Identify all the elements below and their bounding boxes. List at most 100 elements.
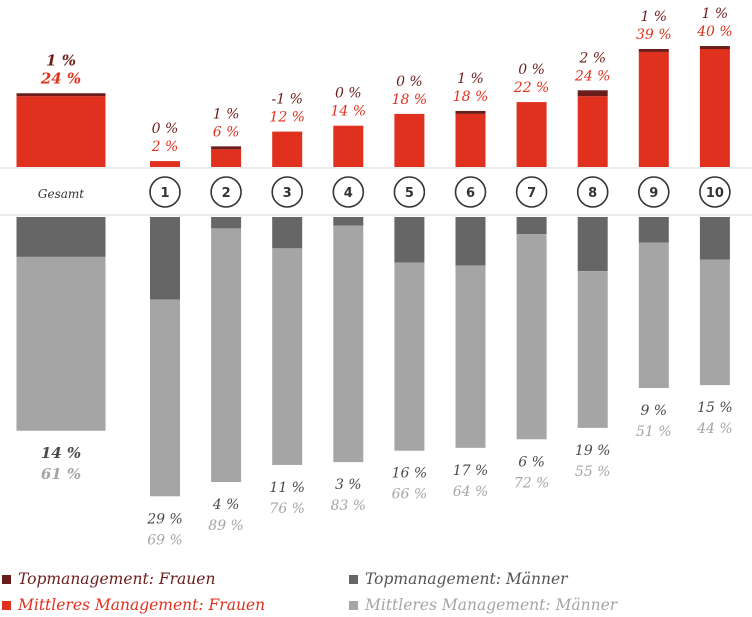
label-middle-men-6: 64 % [453,484,489,500]
label-middle-women-6: 18 % [453,89,489,105]
category-circle-5 [393,176,426,208]
bar-middle-women-3 [272,131,303,167]
bar-top-men-1 [150,217,180,300]
category-label-10: 10 [706,186,724,201]
label-middle-men-9: 51 % [636,424,672,440]
bar-top-women-6 [455,110,486,114]
label-middle-men-7: 72 % [514,475,550,491]
label-top-men-8: 19 % [575,443,611,459]
legend-item-top-women: Topmanagement: Frauen [2,570,215,588]
category-label-8: 8 [588,186,597,201]
category-circle-4 [332,176,365,208]
bar-top-women-9 [638,49,669,52]
category-circle-3 [271,176,304,208]
bar-middle-men-Gesamt [16,256,106,431]
legend-swatch-middle-men [349,600,358,610]
label-middle-women-7: 22 % [513,80,550,96]
bar-middle-women-10 [699,49,730,167]
bar-middle-women-8 [577,96,608,167]
label-middle-women-3: 12 % [269,110,305,126]
bar-middle-women-5 [394,113,425,167]
bar-middle-men-7 [516,234,547,440]
label-middle-men-4: 83 % [331,498,367,514]
bar-top-women-2 [211,146,242,150]
label-middle-men-8: 55 % [575,464,611,480]
label-middle-women-5: 18 % [392,92,428,108]
bar-top-men-6 [455,217,486,266]
label-middle-women-1: 2 % [151,139,179,155]
bar-top-men-Gesamt [16,217,106,257]
label-middle-men-3: 76 % [269,501,305,517]
label-middle-women-2: 6 % [213,124,240,140]
label-middle-women-9: 39 % [636,27,672,43]
label-top-men-1: 29 % [146,511,183,527]
category-circle-8 [576,176,609,208]
bar-middle-men-8 [577,271,608,428]
legend-item-middle-men: Mittleres Management: Männer [349,596,617,614]
bar-top-men-7 [516,217,547,235]
bar-middle-men-6 [455,265,486,448]
label-middle-men-Gesamt: 61 % [41,465,81,483]
label-top-men-10: 15 % [697,400,733,416]
label-top-women-8: 2 % [578,50,606,66]
legend-item-top-men: Topmanagement: Männer [349,570,568,588]
label-middle-women-8: 24 % [574,68,611,84]
bar-middle-men-2 [211,228,242,483]
label-top-men-7: 6 % [518,454,545,470]
bar-middle-men-5 [394,262,425,451]
category-circle-6 [454,176,487,208]
bar-middle-women-6 [455,113,486,167]
label-top-women-4: 0 % [335,86,362,102]
label-top-men-4: 3 % [335,477,362,493]
label-top-women-Gesamt: 1 % [46,51,76,69]
label-middle-men-1: 69 % [147,532,183,548]
bar-middle-men-10 [699,259,730,386]
category-label-2: 2 [222,186,231,201]
legend-swatch-top-men [349,574,358,584]
category-label-7: 7 [527,186,536,201]
label-middle-men-10: 44 % [696,421,733,437]
legend-label-middle-women: Mittleres Management: Frauen [18,596,266,614]
bar-middle-men-1 [150,299,180,497]
legend-swatch-top-women [2,574,11,584]
category-circle-2 [210,176,242,208]
legend-item-middle-women: Mittleres Management: Frauen [2,596,265,614]
label-middle-women-Gesamt: 24 % [40,69,81,87]
legend-label-top-men: Topmanagement: Männer [365,570,568,588]
label-top-women-1: 0 % [152,121,179,137]
category-circle-1 [149,176,181,208]
legend-label-top-women: Topmanagement: Frauen [18,570,216,588]
bar-middle-men-4 [333,225,364,463]
bar-top-men-8 [577,217,608,272]
label-top-men-Gesamt: 14 % [41,444,81,462]
category-circle-10 [699,176,731,208]
category-label-1: 1 [160,186,169,201]
label-top-men-6: 17 % [453,463,489,479]
label-top-men-5: 16 % [392,466,428,482]
label-top-men-3: 11 % [269,480,305,496]
bar-middle-women-2 [211,149,242,167]
label-top-women-9: 1 % [640,9,667,25]
bar-middle-men-9 [638,242,669,388]
label-middle-women-10: 40 % [696,24,733,40]
bar-top-men-3 [272,217,303,249]
bar-top-men-10 [699,217,730,260]
bar-middle-women-1 [150,161,180,167]
label-top-men-2: 4 % [212,497,240,513]
label-middle-men-5: 66 % [392,487,428,503]
category-label-5: 5 [405,186,414,201]
category-label-4: 4 [344,186,353,201]
bar-top-men-9 [638,217,669,243]
bar-top-women-10 [699,46,730,49]
bar-middle-women-Gesamt [16,96,106,167]
category-circle-7 [515,176,548,208]
category-circle-9 [637,176,670,208]
category-label-6: 6 [466,186,475,201]
bar-middle-women-7 [516,102,547,167]
bar-top-women-8 [577,90,608,97]
bar-middle-men-3 [272,248,303,465]
legend-label-middle-men: Mittleres Management: Männer [365,596,618,614]
label-middle-men-2: 89 % [208,518,244,534]
label-top-women-6: 1 % [457,71,484,87]
bar-top-men-2 [211,217,242,229]
